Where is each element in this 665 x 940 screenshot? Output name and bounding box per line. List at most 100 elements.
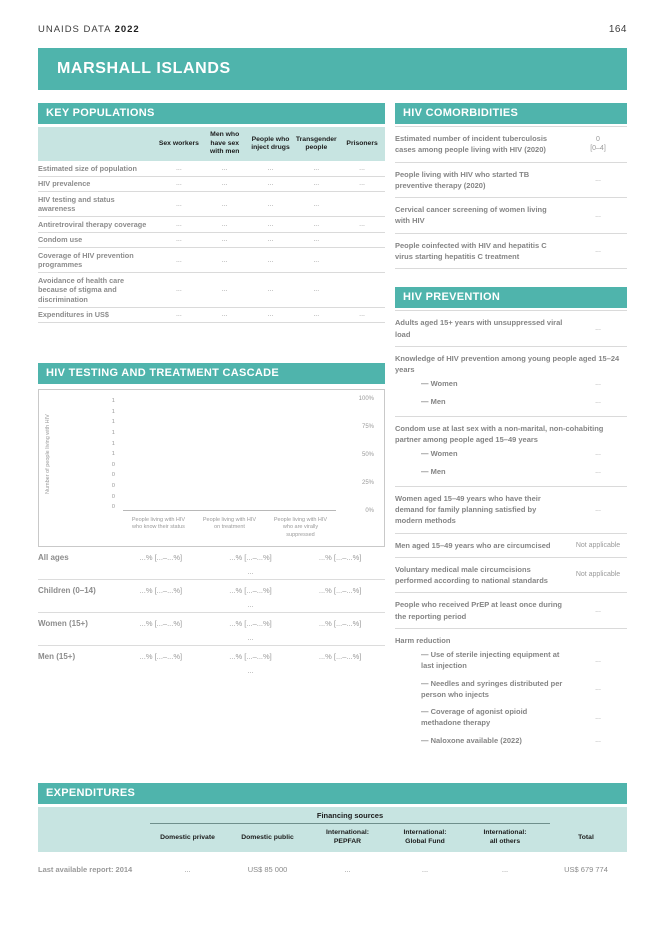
table-row: People who received PrEP at least once d… [395, 593, 627, 629]
prevention-label: Voluntary medical male circumcisions per… [395, 564, 548, 586]
kp-value: ... [221, 164, 228, 172]
table-row: HIV prevalence............... [38, 177, 385, 193]
kp-value: ... [267, 200, 274, 208]
prevention-subitem-label: — Use of sterile injecting equipment at … [421, 650, 560, 671]
cascade-row-label: Men (15+) [38, 652, 76, 662]
section-title-comorbidities: HIV COMORBIDITIES [395, 103, 627, 125]
right-column: HIV COMORBIDITIES Estimated number of in… [395, 103, 627, 755]
table-row: Last available report: 2014... US$ 85 000… [38, 852, 627, 887]
section-title-prevention: HIV PREVENTION [395, 287, 627, 309]
financing-sources-spacer [38, 811, 150, 824]
prevention-subitem-label: — Women [421, 449, 458, 459]
cascade-sub-value: ... [247, 567, 254, 577]
table-row: All ages ...% [...–...%] ...% [...–...%]..… [38, 547, 385, 581]
key-populations-header-row: Sex workers Men who have sex with men Peop… [38, 127, 385, 162]
cascade-table: All ages ...% [...–...%] ...% [...–...%]..… [38, 547, 385, 678]
prevention-label: Condom use at last sex with a non-marita… [395, 423, 604, 445]
comorbidity-label: Estimated number of incident tuberculosi… [395, 134, 548, 155]
cascade-value: ...% [...–...%]... [206, 553, 296, 576]
x-axis-label: People living with HIV on treatment [202, 516, 257, 531]
expenditure-value: ... [184, 865, 191, 875]
kp-row-label: Estimated size of population [38, 163, 137, 173]
y-axis-tick: 0 [111, 483, 115, 490]
section-title-cascade: HIV TESTING AND TREATMENT CASCADE [38, 363, 385, 385]
table-row: Men (15+) ...% [...–...%] ...% [...–...%].… [38, 646, 385, 678]
kp-value: ... [267, 180, 274, 188]
kp-value: ... [221, 200, 228, 208]
prevention-section: HIV PREVENTION Adults aged 15+ years wit… [395, 287, 627, 755]
financing-sources-row: Financing sources [38, 811, 627, 825]
cascade-value: ...% [...–...%] [139, 553, 183, 563]
cascade-sub-value: ... [247, 633, 254, 643]
cascade-value: ...% [...–...%] [139, 652, 183, 662]
y-axis-tick: 1 [111, 430, 115, 437]
kp-value: ... [313, 311, 320, 319]
kp-value: ... [359, 220, 365, 228]
cascade-value: ...% [...–...%] [318, 619, 362, 629]
table-row: Women (15+) ...% [...–...%] ...% [...–...%… [38, 613, 385, 647]
table-row: Men aged 15–49 years who are circumcised… [395, 534, 627, 558]
table-row: Avoidance of health care because of stig… [38, 273, 385, 308]
prevention-rows: Adults aged 15+ years with unsuppressed … [395, 310, 627, 755]
kp-value: ... [221, 286, 228, 294]
cascade-sub-value: ... [247, 666, 254, 676]
prevention-value: ... [595, 397, 601, 405]
prevention-label: People who received PrEP at least once d… [395, 600, 562, 621]
financing-sources-spacer [550, 811, 627, 824]
prevention-value: ... [595, 467, 601, 475]
kp-value: ... [359, 311, 365, 319]
prevention-value: ... [595, 713, 601, 721]
comorbidity-value: ... [595, 211, 601, 219]
page-header: UNAIDS DATA 2022 164 [38, 24, 627, 35]
table-row: Estimated size of population............… [38, 161, 385, 177]
comorbidity-label: Cervical cancer screening of women livin… [395, 205, 547, 226]
table-row: Coverage of HIV prevention programmes...… [38, 248, 385, 274]
section-title-expenditures: EXPENDITURES [38, 782, 627, 805]
percent-tick: 100% [358, 396, 374, 403]
expenditures-header-band: Financing sources Domestic private Domesti… [38, 807, 627, 853]
kp-value: ... [175, 164, 182, 172]
prevention-value: Not applicable [575, 541, 621, 549]
two-column-layout: KEY POPULATIONS Sex workers Men who have … [38, 103, 627, 755]
kp-value: ... [267, 220, 274, 228]
prevention-value: ... [595, 656, 601, 664]
country-name: MARSHALL ISLANDS [57, 60, 231, 77]
kp-value: ... [359, 180, 365, 188]
cascade-section: HIV TESTING AND TREATMENT CASCADE Number… [38, 363, 385, 678]
cascade-row-label: All ages [38, 553, 69, 563]
kp-value: ... [221, 236, 228, 244]
y-axis-label: Number of people living with HIV [45, 414, 51, 495]
expenditure-column-header: Domestic private [160, 833, 215, 841]
kp-row-label: HIV prevalence [38, 179, 91, 189]
prevention-subitem-label: — Needles and syringes distributed per p… [421, 678, 563, 699]
cascade-value: ...% [...–...%] [139, 619, 183, 629]
table-row: Antiretroviral therapy coverage.........… [38, 217, 385, 233]
expenditure-value: ... [421, 865, 429, 875]
kp-column-header: Prisoners [346, 139, 378, 147]
table-row: Expenditures in US$............... [38, 308, 385, 323]
y-axis-tick: 1 [111, 440, 115, 447]
prevention-group: Condom use at last sex with a non-marita… [395, 417, 627, 487]
prevention-value: Not applicable [575, 571, 621, 579]
prevention-label: Knowledge of HIV prevention among young … [395, 353, 620, 375]
report-title: UNAIDS DATA 2022 [38, 24, 140, 35]
report-year: 2022 [114, 24, 140, 35]
x-axis-label: People living with HIV who are virally s… [273, 516, 328, 538]
kp-row-label: Coverage of HIV prevention programmes [38, 250, 134, 270]
key-populations-table: Sex workers Men who have sex with men Peop… [38, 127, 385, 323]
kp-row-label: HIV testing and status awareness [38, 194, 115, 214]
prevention-value: ... [595, 685, 601, 693]
expenditure-value: ... [501, 865, 509, 875]
table-row: HIV testing and status awareness........… [38, 192, 385, 218]
kp-row-label: Expenditures in US$ [38, 310, 109, 320]
comorbidities-rows: Estimated number of incident tuberculosi… [395, 126, 627, 270]
comorbidity-label: People coinfected with HIV and hepatitis… [395, 240, 547, 261]
prevention-subitem: — Women... [395, 445, 627, 462]
financing-sources-label: Financing sources [150, 811, 550, 825]
kp-value: ... [267, 236, 274, 244]
expenditure-value: US$ 85 000 [247, 865, 288, 875]
table-row: Cervical cancer screening of women livin… [395, 198, 627, 234]
cascade-value: ...% [...–...%] [318, 586, 362, 596]
prevention-subitem: — Use of sterile injecting equipment at … [395, 646, 627, 675]
kp-column-header: Transgender people [295, 135, 337, 152]
